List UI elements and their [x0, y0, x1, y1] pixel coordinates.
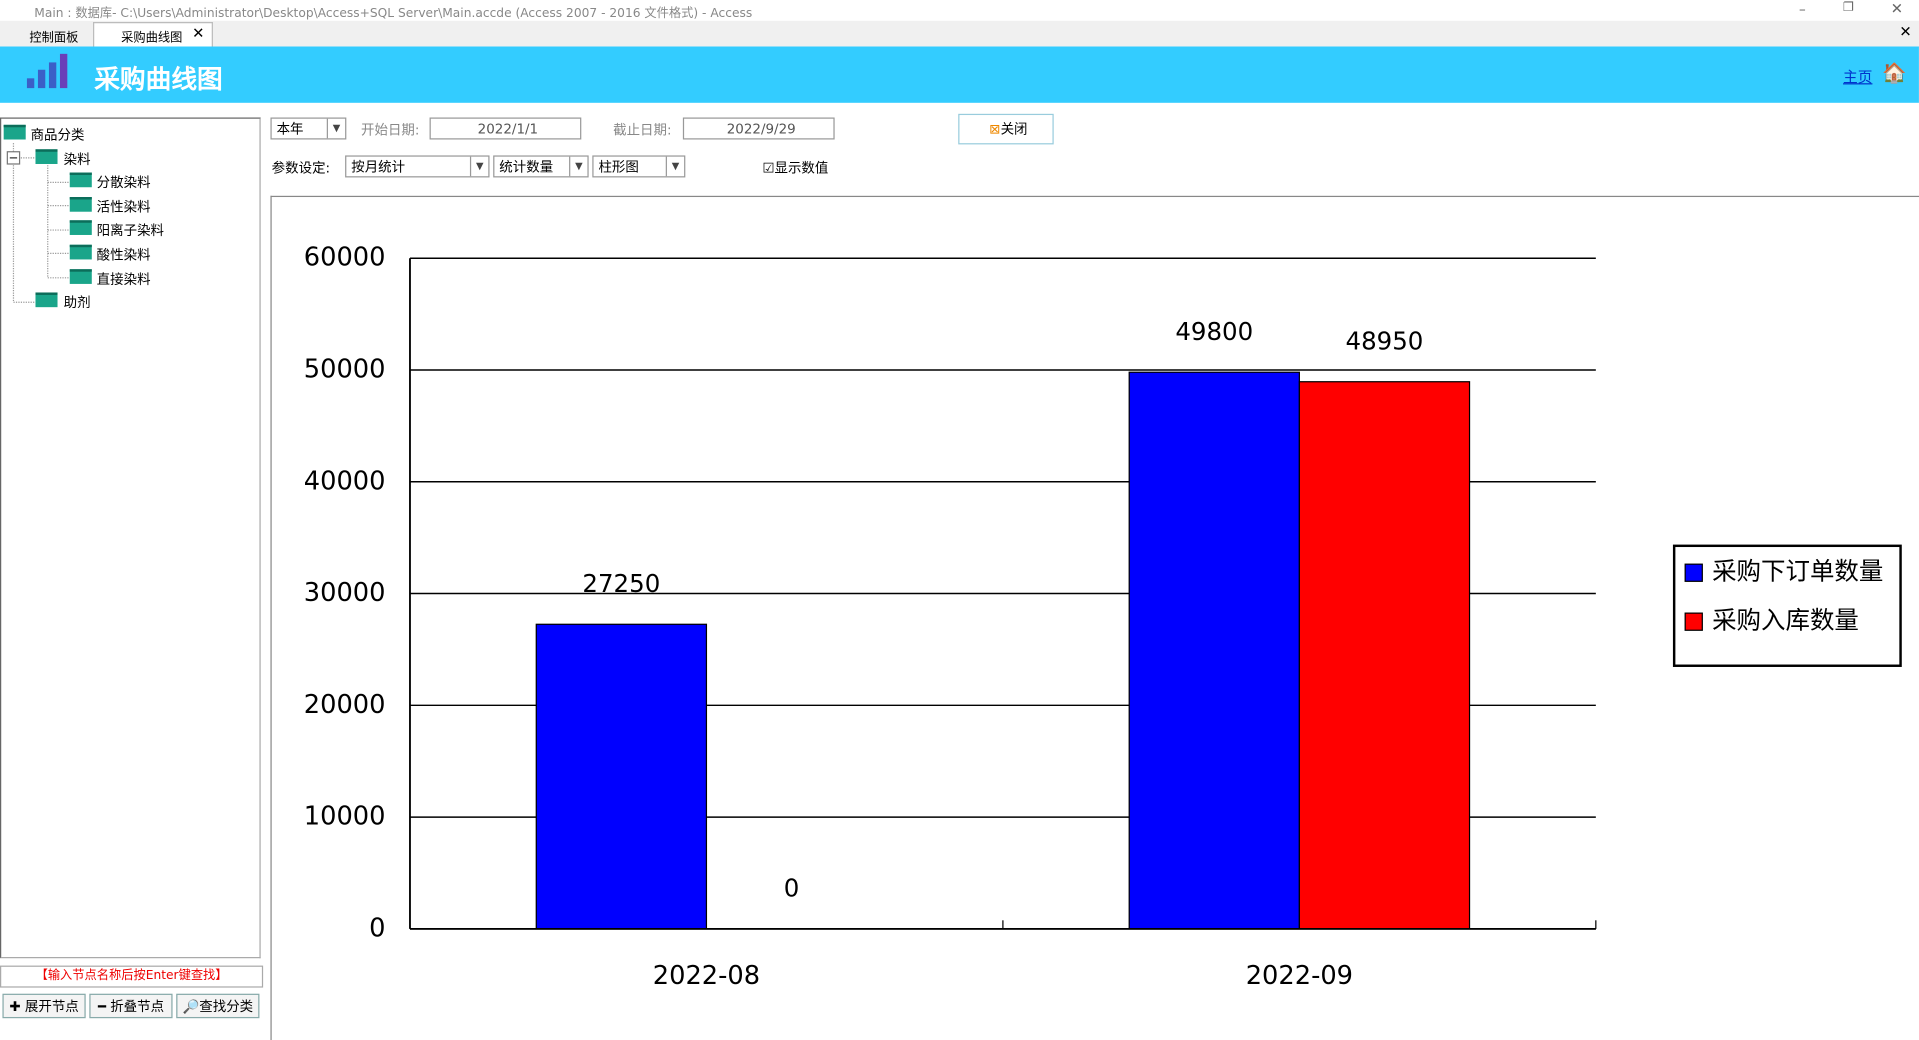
folder-icon — [69, 172, 92, 188]
select-value: 本年 — [276, 121, 304, 138]
tab-label: 采购曲线图 — [121, 31, 183, 46]
close-window[interactable]: ✕ — [1890, 0, 1904, 18]
bar — [1298, 381, 1471, 930]
checkbox[interactable]: ☑ — [762, 160, 775, 177]
bar — [535, 623, 708, 930]
tab-active[interactable]: 采购曲线图 ✕ — [93, 22, 213, 47]
bar — [1128, 371, 1300, 930]
period-select[interactable]: 本年 ▼ — [270, 117, 347, 140]
button-label: 关闭 — [1000, 121, 1028, 138]
tree-node[interactable]: 酸性染料 — [96, 247, 151, 264]
home-link[interactable]: 主页 — [1843, 68, 1873, 86]
home-icon[interactable]: 🏠 — [1882, 61, 1907, 85]
tree-node[interactable]: 直接染料 — [96, 271, 151, 288]
value-label: 48950 — [1346, 327, 1424, 356]
select-value: 柱形图 — [598, 159, 639, 176]
kind-select[interactable]: 柱形图 ▼ — [592, 155, 686, 178]
folder-icon — [35, 148, 58, 164]
minimize[interactable]: – — [1798, 1, 1806, 18]
show-values-toggle[interactable]: ☑显示数值 — [762, 158, 828, 178]
params-label: 参数设定: — [271, 160, 331, 177]
group-select[interactable]: 按月统计 ▼ — [345, 155, 490, 178]
button-label: 折叠节点 — [110, 998, 165, 1015]
window-title: Main : 数据库- C:\Users\Administrator\Deskt… — [34, 7, 753, 21]
select-value: 统计数量 — [499, 159, 554, 176]
find-button[interactable]: 🔎查找分类 — [176, 993, 260, 1019]
tree-node[interactable]: 助剂 — [63, 295, 91, 312]
close-button[interactable]: ⊠关闭 — [958, 113, 1054, 145]
measure-select[interactable]: 统计数量 ▼ — [493, 155, 589, 178]
start-label: 开始日期: — [361, 122, 420, 139]
header-title: 采购曲线图 — [94, 64, 223, 95]
close-doc[interactable]: ✕ — [1899, 23, 1912, 41]
value-label: 27250 — [582, 569, 660, 598]
tab-bar: 控制面板 采购曲线图 ✕ ✕ — [0, 20, 1919, 48]
y-tick-label: 60000 — [304, 243, 386, 273]
header: 采购曲线图 主页 🏠 — [0, 46, 1919, 103]
tab-label: 控制面板 — [29, 31, 79, 46]
folder-icon — [69, 268, 92, 284]
legend-label: 采购入库数量 — [1712, 606, 1859, 635]
x-tick-label: 2022-09 — [1246, 961, 1353, 991]
y-tick-label: 10000 — [304, 802, 386, 832]
x-tick-label: 2022-08 — [653, 961, 760, 991]
tree-panel: 商品分类 染料 分散染料活性染料阳离子染料酸性染料直接染料 助剂 — [0, 117, 261, 959]
tab[interactable]: 控制面板 — [2, 23, 88, 45]
expand-button[interactable]: ✚ 展开节点 — [2, 993, 86, 1019]
legend-swatch — [1684, 563, 1703, 582]
y-tick-label: 20000 — [304, 690, 386, 720]
y-tick-label: 0 — [369, 913, 385, 943]
tree-node[interactable]: 活性染料 — [96, 199, 151, 216]
tree-node[interactable]: 阳离子染料 — [96, 223, 164, 240]
y-tick-label: 50000 — [304, 354, 386, 384]
tree-lines — [6, 143, 70, 303]
tab-close[interactable]: ✕ — [192, 24, 205, 42]
title-bar: Main : 数据库- C:\Users\Administrator\Deskt… — [0, 0, 1919, 21]
checkbox-label: 显示数值 — [774, 160, 829, 177]
collapse-button[interactable]: ━ 折叠节点 — [89, 993, 173, 1019]
restore[interactable]: ❐ — [1843, 1, 1855, 15]
chart: 0 10000 20000 30000 40000 50000 60000 2022-08 27… — [270, 195, 1919, 1040]
folder-icon — [3, 124, 26, 140]
folder-icon — [69, 220, 92, 236]
y-tick-label: 30000 — [304, 578, 386, 608]
folder-icon — [69, 196, 92, 212]
value-label: 0 — [784, 874, 800, 903]
folder-icon — [69, 244, 92, 260]
end-label: 截止日期: — [613, 122, 672, 139]
end-date[interactable]: 2022/9/29 — [682, 117, 835, 140]
legend-swatch — [1684, 612, 1703, 631]
legend-box — [1672, 544, 1902, 667]
value-label: 49800 — [1175, 317, 1253, 346]
folder-icon — [35, 292, 58, 308]
tree-root[interactable]: 商品分类 — [30, 127, 85, 144]
select-value: 按月统计 — [351, 159, 406, 176]
legend-label: 采购下订单数量 — [1712, 557, 1883, 586]
logo — [26, 53, 68, 89]
tree-node[interactable]: 分散染料 — [96, 175, 151, 192]
button-label: 展开节点 — [24, 998, 79, 1015]
tree-node[interactable]: 染料 — [63, 151, 91, 168]
button-label: 查找分类 — [199, 998, 254, 1015]
tree-hint[interactable]: 【输入节点名称后按Enter键查找】 — [0, 965, 264, 988]
start-date[interactable]: 2022/1/1 — [429, 117, 582, 140]
y-tick-label: 40000 — [304, 466, 386, 496]
